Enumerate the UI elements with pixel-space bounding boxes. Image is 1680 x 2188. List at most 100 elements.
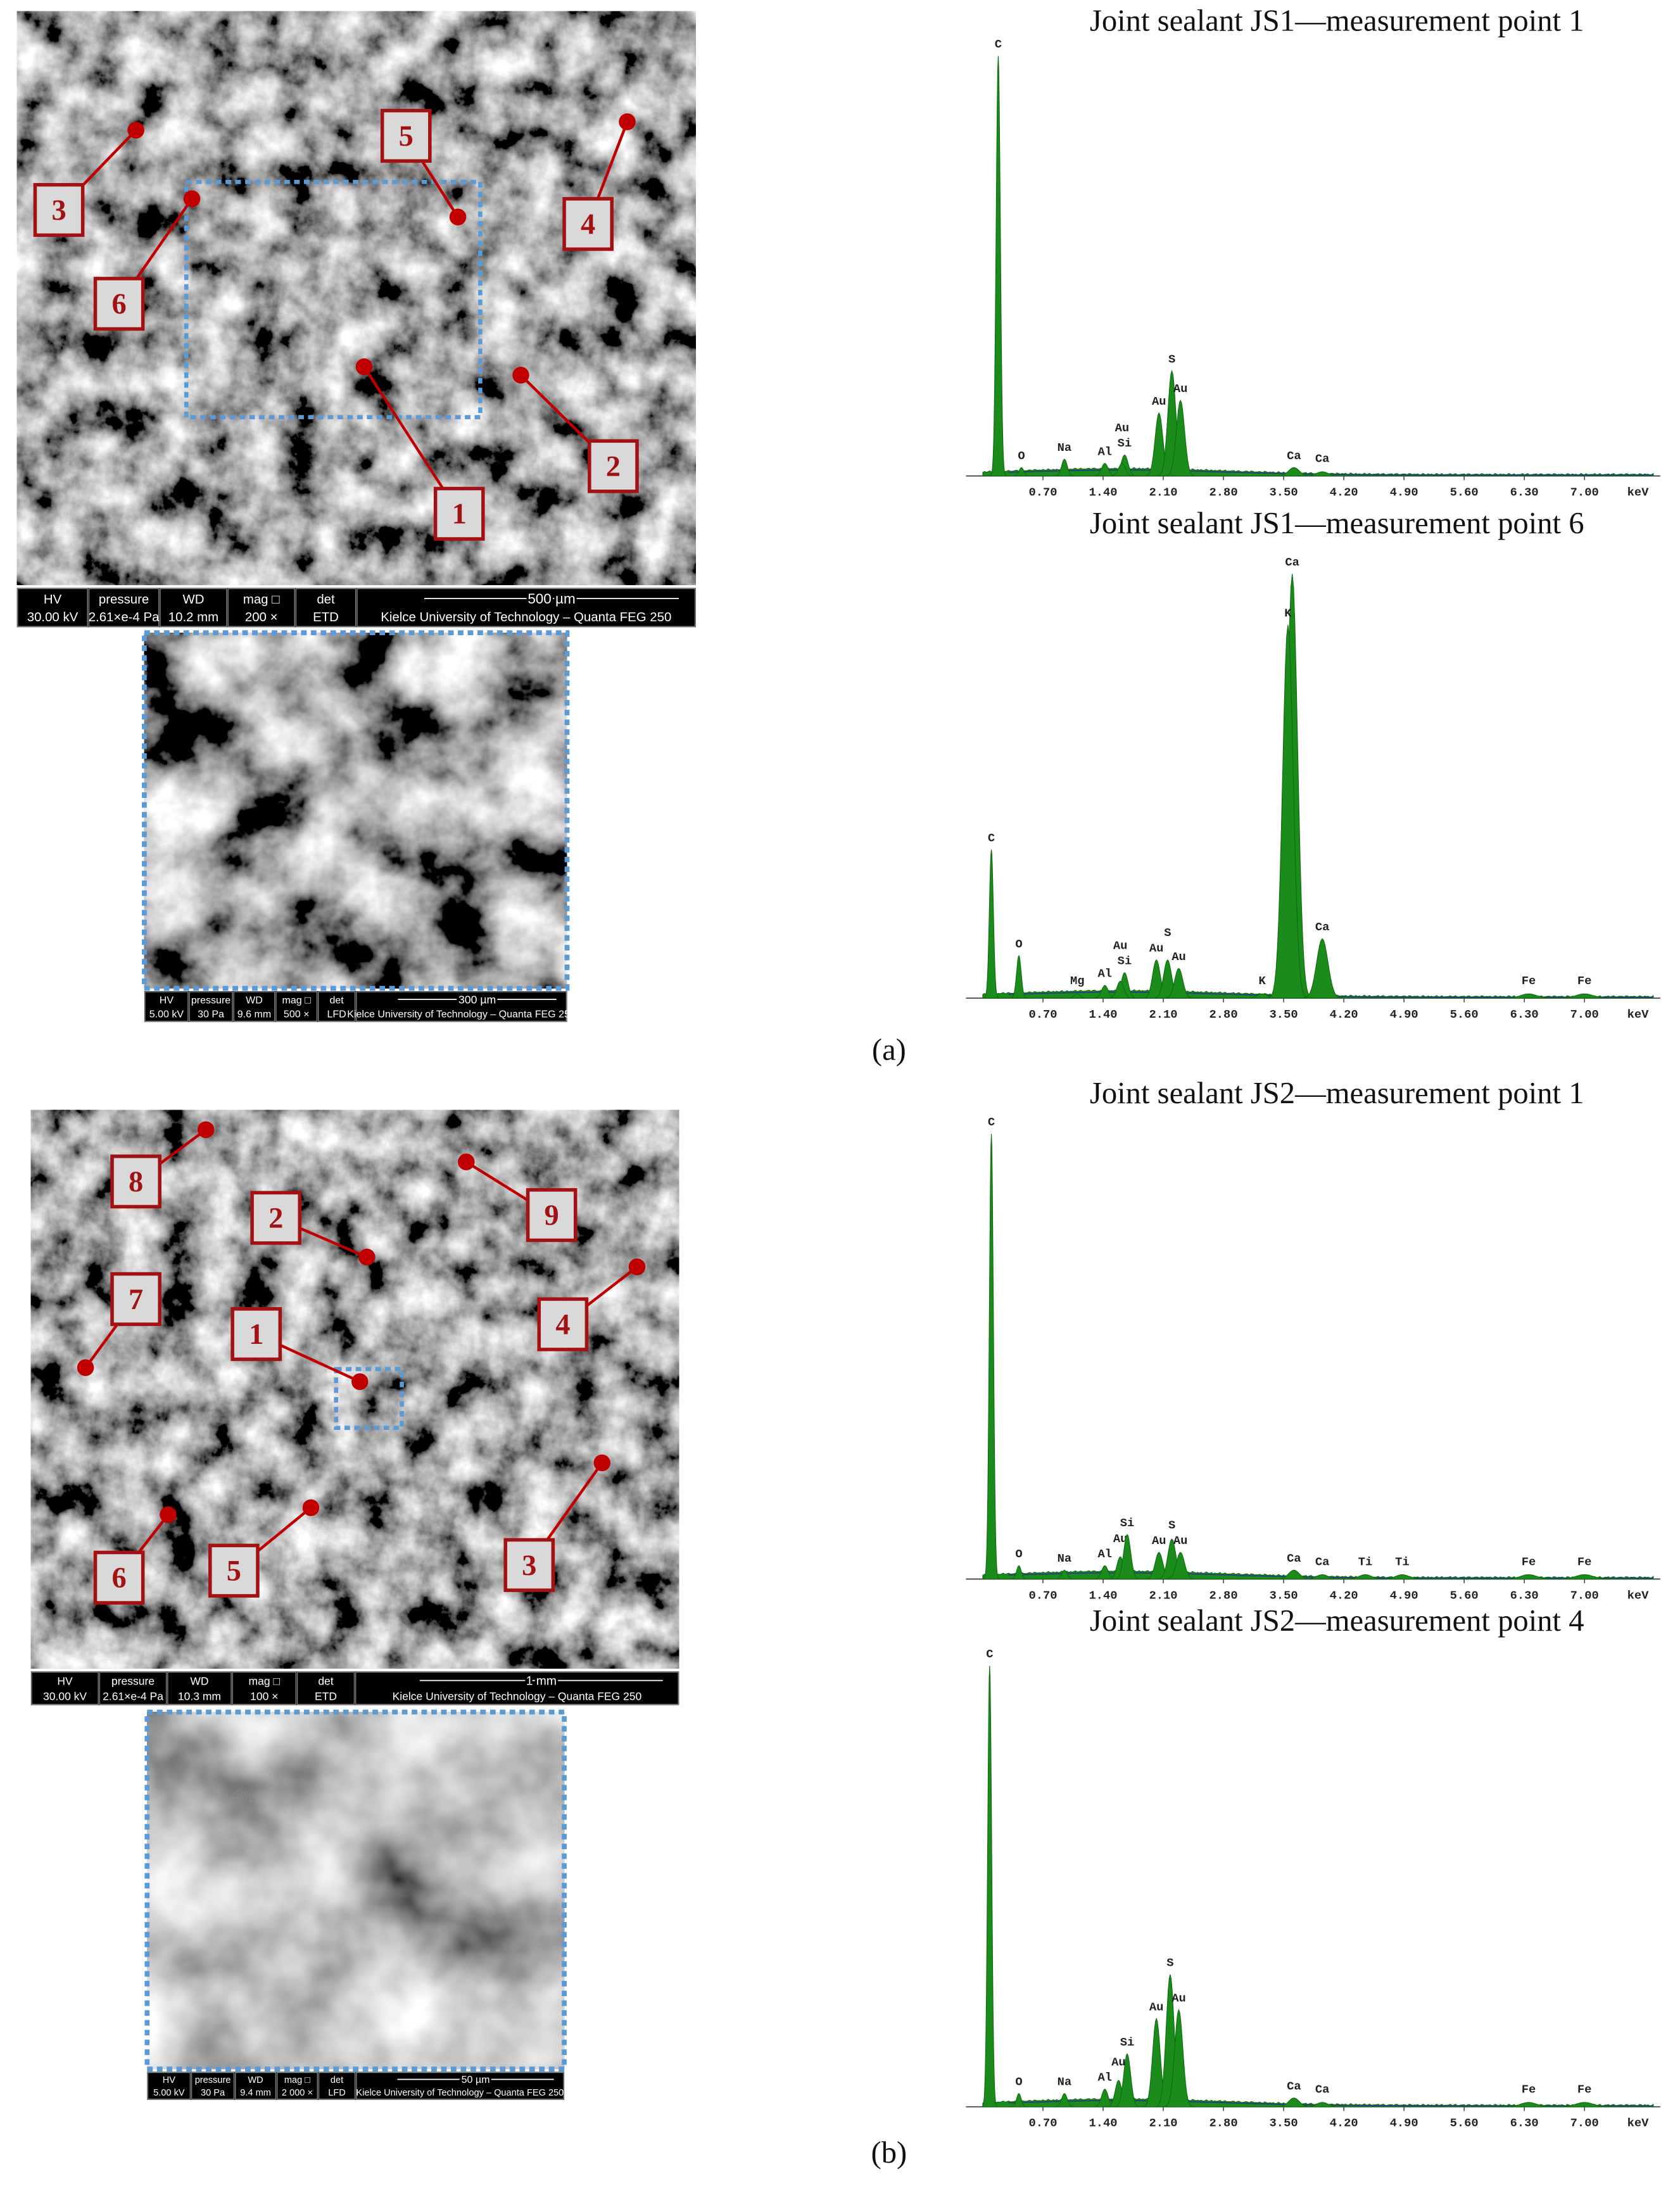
x-tick-label: 0.70 — [1028, 1008, 1057, 1021]
peak-label: S — [1166, 1956, 1173, 1970]
x-tick-label: 4.90 — [1390, 486, 1418, 500]
info-value: 500 × — [284, 1008, 310, 1020]
info-cell — [318, 991, 356, 1022]
info-cell — [147, 2071, 191, 2100]
info-bar — [147, 2071, 565, 2100]
peak-label: Ca — [1287, 449, 1301, 463]
point-box — [110, 1154, 161, 1209]
x-tick-label: 5.60 — [1450, 1588, 1479, 1602]
info-cell — [355, 1671, 679, 1705]
x-tick-label: 5.60 — [1450, 2116, 1479, 2130]
peak-label: Ti — [1395, 1555, 1410, 1569]
info-cell — [276, 2071, 318, 2100]
x-tick-label: 2.10 — [1149, 2116, 1178, 2130]
peak — [1113, 2053, 1142, 2108]
peak-label: Al — [1097, 445, 1112, 458]
peak-label: O — [1015, 937, 1022, 951]
info-cell — [99, 1671, 167, 1705]
info-value: ETD — [313, 610, 339, 624]
peak-label: O — [1015, 2075, 1022, 2089]
point-dot — [197, 1121, 215, 1139]
point-dot — [458, 1153, 475, 1170]
info-value: 9.6 mm — [237, 1008, 271, 1020]
credit: Kielce University of Technology – Quanta… — [381, 610, 671, 624]
point-label: 2 — [606, 451, 621, 483]
info-bar — [144, 991, 567, 1022]
info-cell — [275, 991, 318, 1022]
peak — [1106, 980, 1134, 999]
info-value: 2.61×e-4 Pa — [89, 610, 160, 624]
point-box — [33, 183, 85, 237]
peak-label: Ca — [1287, 2080, 1301, 2094]
peak — [981, 1666, 998, 2108]
info-cell — [31, 1671, 99, 1705]
info-value: 200 × — [245, 610, 278, 624]
peak-label: Na — [1058, 441, 1072, 455]
peak-label: Au — [1149, 942, 1164, 956]
peak-label: S — [1168, 353, 1175, 367]
peak-label: Ca — [1315, 920, 1330, 934]
inset-frame — [142, 630, 570, 991]
point-dot — [351, 1373, 369, 1391]
info-key: WD — [248, 2075, 263, 2085]
peak-label: Fe — [1577, 1555, 1592, 1569]
peak — [1053, 2093, 1076, 2108]
info-value: LFD — [327, 1008, 346, 1020]
x-tick-label: 5.60 — [1450, 486, 1479, 500]
credit: Kielce University of Technology – Quanta… — [347, 1008, 576, 1020]
peak-label: Si — [1120, 1516, 1135, 1530]
info-cell — [233, 991, 275, 1022]
peak-label: Ca — [1315, 1555, 1330, 1569]
inset-frame — [144, 1709, 567, 2071]
info-key: HV — [160, 994, 174, 1006]
point-box — [231, 1307, 282, 1362]
info-cell — [227, 588, 295, 627]
info-value: 5.00 kV — [149, 1008, 184, 1020]
x-tick-label: 4.90 — [1390, 2116, 1418, 2130]
peak-label: S — [1164, 926, 1171, 940]
spectrum-title: Joint sealant JS2—measurement point 4 — [1090, 1603, 1584, 1638]
info-cell — [189, 991, 233, 1022]
point-box — [250, 1191, 302, 1245]
x-unit: keV — [1627, 486, 1650, 500]
peak-label: Si — [1118, 436, 1132, 450]
point-label: 5 — [227, 1555, 241, 1588]
x-tick-label: 0.70 — [1028, 2116, 1057, 2130]
peak-label: Al — [1097, 967, 1112, 981]
info-value: 10.3 mm — [178, 1690, 221, 1702]
info-value: 9.4 mm — [240, 2088, 271, 2098]
info-key: mag □ — [282, 994, 312, 1006]
point-label: 6 — [111, 1562, 126, 1595]
peak-label: Si — [1120, 2035, 1135, 2049]
x-tick-label: 4.20 — [1330, 1588, 1358, 1602]
x-tick-label: 5.60 — [1450, 1008, 1479, 1021]
peak-label: Ca — [1285, 555, 1299, 569]
peak — [983, 1134, 1000, 1579]
peak — [1113, 1534, 1142, 1579]
peak-label: Au — [1111, 2055, 1126, 2069]
peak — [989, 56, 1007, 477]
peak-label: K — [1284, 606, 1292, 620]
peak-label: Na — [1058, 1552, 1072, 1565]
info-cell — [17, 588, 88, 627]
info-key: det — [329, 994, 344, 1006]
x-tick-label: 4.20 — [1330, 486, 1358, 500]
info-key: det — [317, 593, 335, 607]
peak-label: Ca — [1315, 2083, 1330, 2097]
info-cell — [160, 588, 227, 627]
info-cell — [167, 1671, 232, 1705]
info-value: 2.61×e-4 Pa — [103, 1690, 163, 1702]
info-key: HV — [44, 593, 62, 607]
peak — [1012, 467, 1031, 477]
peak-label: Au — [1152, 1534, 1166, 1548]
x-tick-label: 6.30 — [1510, 2116, 1539, 2130]
peak-label: Ti — [1358, 1555, 1373, 1569]
x-tick-label: 0.70 — [1028, 486, 1057, 500]
peak-label: C — [988, 1115, 995, 1129]
peak — [1162, 968, 1196, 999]
peak — [1299, 2102, 1345, 2108]
x-tick-label: 2.80 — [1209, 2116, 1238, 2130]
info-bar — [16, 588, 696, 628]
info-value: 30 Pa — [198, 1008, 224, 1020]
info-value: ETD — [315, 1690, 337, 1702]
